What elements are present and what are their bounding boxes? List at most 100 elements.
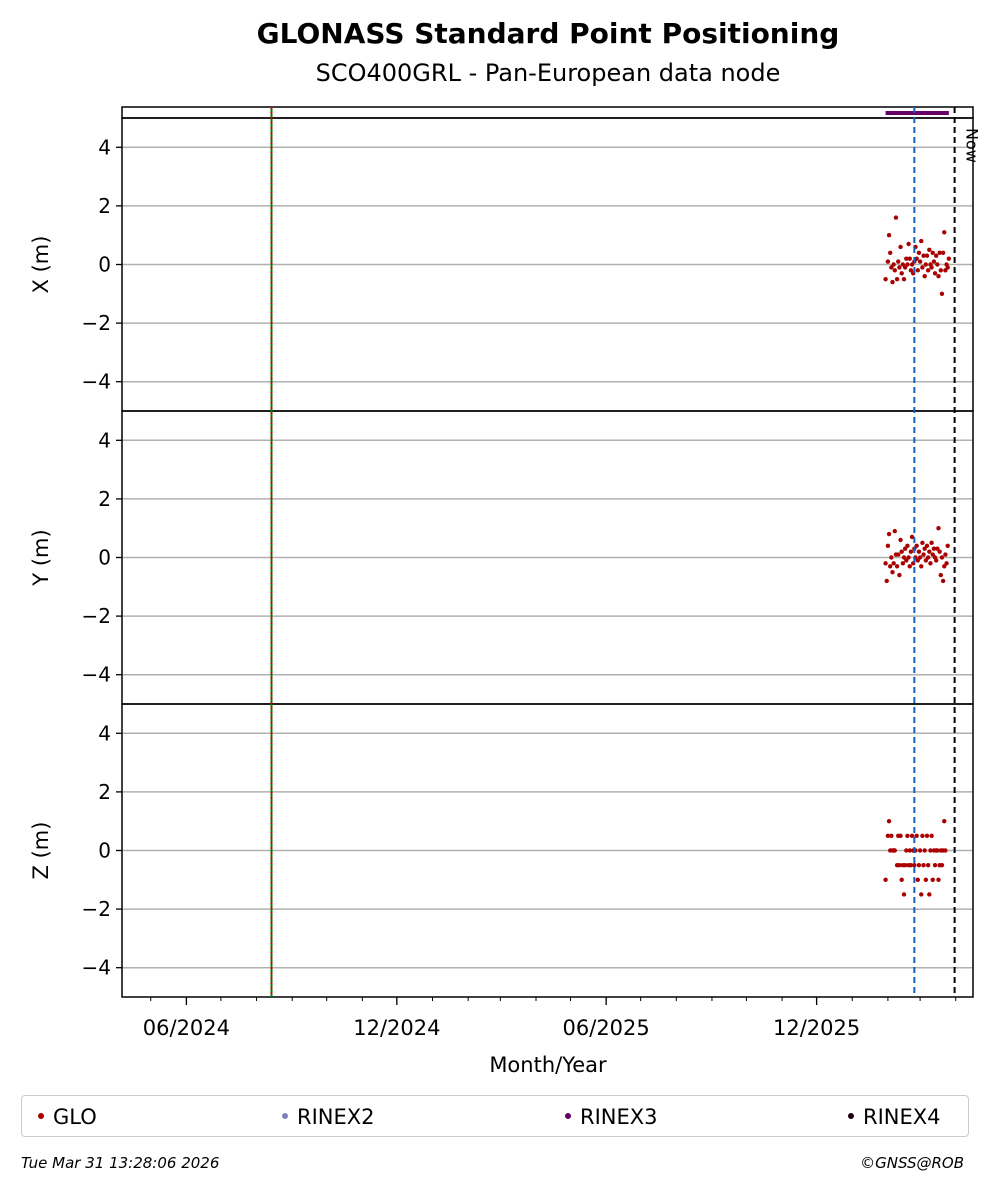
data-point-glo <box>931 546 937 551</box>
data-point-glo <box>917 555 923 560</box>
data-point-glo <box>930 877 935 882</box>
data-point-glo <box>909 833 915 839</box>
legend-label-rinex4: RINEX4 <box>863 1105 941 1129</box>
data-point-glo <box>905 543 910 548</box>
data-point-glo <box>884 578 889 584</box>
y-axis-label: X (m) <box>29 236 53 294</box>
data-point-glo <box>893 215 899 220</box>
data-point-glo <box>927 247 932 253</box>
data-point-glo <box>885 259 891 264</box>
data-point-glo <box>909 534 915 540</box>
chart-subtitle: SCO400GRL - Pan-European data node <box>316 59 781 87</box>
y-tick-label: 4 <box>98 135 111 159</box>
data-point-glo <box>929 833 934 839</box>
data-point-glo <box>883 877 888 882</box>
data-point-glo <box>925 268 931 273</box>
data-point-glo <box>924 543 930 548</box>
data-point-glo <box>916 250 922 255</box>
y-tick-label: 4 <box>98 428 111 452</box>
data-point-glo <box>943 552 948 557</box>
data-point-glo <box>892 528 897 534</box>
data-point-glo <box>934 558 939 563</box>
x-tick-label: 06/2024 <box>143 1016 230 1040</box>
panel-frame <box>121 703 974 998</box>
data-point-glo <box>938 572 943 578</box>
data-point-glo <box>920 265 925 270</box>
data-point-glo <box>919 564 924 569</box>
data-point-glo <box>898 244 903 250</box>
data-point-glo <box>915 877 920 882</box>
data-point-glo <box>900 561 906 566</box>
data-point-glo <box>928 561 933 566</box>
data-point-glo <box>908 549 914 554</box>
now-label: Now <box>963 128 982 163</box>
y-tick-label: 0 <box>98 839 111 863</box>
data-point-glo <box>935 848 940 853</box>
data-point-glo <box>899 549 904 554</box>
chart-title: GLONASS Standard Point Positioning <box>257 17 840 50</box>
data-point-glo <box>935 262 940 267</box>
data-point-glo <box>896 259 901 264</box>
data-point-glo <box>899 877 904 882</box>
y-tick-label: −2 <box>82 311 111 335</box>
data-point-glo <box>915 268 920 273</box>
data-point-glo <box>907 256 912 261</box>
data-point-glo <box>904 256 909 261</box>
legend-label-rinex3: RINEX3 <box>580 1105 658 1129</box>
data-point-glo <box>898 537 903 543</box>
y-axis-label: Y (m) <box>29 529 53 586</box>
data-point-glo <box>897 572 902 578</box>
data-point-glo <box>889 833 894 839</box>
legend-item-rinex2: RINEX2 <box>282 1096 375 1138</box>
data-point-glo <box>925 862 931 868</box>
data-point-glo <box>919 892 924 897</box>
data-point-glo <box>922 848 927 853</box>
data-point-glo <box>902 862 908 868</box>
data-point-glo <box>899 271 904 276</box>
data-point-glo <box>939 862 945 868</box>
y-tick-label: 2 <box>98 194 111 218</box>
legend-label-rinex2: RINEX2 <box>297 1105 375 1129</box>
data-point-glo <box>921 253 926 258</box>
data-point-glo <box>897 862 902 868</box>
data-point-glo <box>940 578 946 584</box>
legend-label-glo: GLO <box>53 1105 97 1129</box>
legend-marker-glo <box>38 1113 44 1119</box>
data-point-glo <box>930 250 935 255</box>
y-tick-label: −4 <box>82 956 111 980</box>
legend-item-rinex3: RINEX3 <box>565 1096 658 1138</box>
data-point-glo <box>925 555 931 560</box>
data-point-glo <box>883 561 888 566</box>
data-point-glo <box>914 543 919 548</box>
data-point-glo <box>888 250 893 255</box>
x-tick-label: 06/2025 <box>563 1016 650 1040</box>
data-point-glo <box>894 564 900 569</box>
legend-item-rinex4: RINEX4 <box>848 1096 941 1138</box>
data-point-glo <box>894 276 900 282</box>
x-axis-label: Month/Year <box>489 1053 607 1077</box>
data-point-glo <box>927 549 932 554</box>
data-point-glo <box>922 274 927 279</box>
data-point-glo <box>904 848 909 853</box>
data-point-glo <box>914 256 919 261</box>
data-point-glo <box>896 552 901 557</box>
y-tick-label: −2 <box>82 604 111 628</box>
data-point-glo <box>883 276 888 282</box>
data-point-glo <box>901 892 907 897</box>
data-point-glo <box>945 265 950 270</box>
data-point-glo <box>890 279 895 285</box>
data-point-glo <box>942 819 947 824</box>
data-point-glo <box>888 564 893 569</box>
data-point-glo <box>936 274 941 279</box>
data-point-glo <box>905 833 910 839</box>
data-point-glo <box>906 241 911 247</box>
data-point-glo <box>936 526 941 531</box>
data-point-glo <box>938 268 943 273</box>
data-point-glo <box>891 262 896 267</box>
chart: GLONASS Standard Point Positioning SCO40… <box>29 17 982 1077</box>
data-point-glo <box>924 833 930 839</box>
legend-marker-rinex3 <box>565 1113 571 1119</box>
data-point-glo <box>892 268 897 273</box>
data-point-glo <box>919 238 924 244</box>
data-point-glo <box>912 862 917 868</box>
